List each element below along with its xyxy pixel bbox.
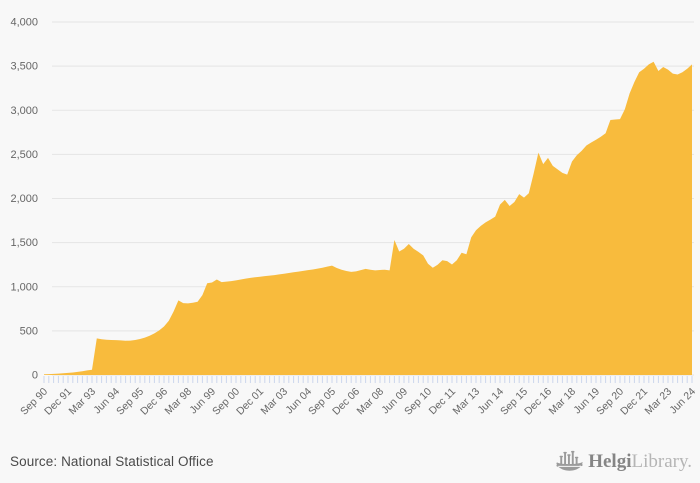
x-axis-label: Sep 10 [402,386,434,418]
y-axis-label: 1,000 [10,281,38,293]
y-axis-label: 1,500 [10,237,38,249]
y-axis-label: 500 [20,325,38,337]
y-axis-labels: 0 500 1,000 1,500 2,000 2,500 3,000 3,500 4,000 [10,17,38,382]
helgilibrary-logo[interactable]: HelgiLibrary. [556,449,692,474]
x-axis-label: Jun 24 [667,386,698,417]
ship-bars-icon [556,449,583,474]
x-axis-label: Mar 23 [643,386,675,418]
logo-text-helgi: Helgi [588,450,632,472]
footer: Source: National Statistical Office [0,443,700,479]
source-text: Source: National Statistical Office [10,453,214,469]
logo-text-library: Library. [631,450,693,472]
y-axis-label: 3,500 [10,61,38,73]
chart-canvas: 0 500 1,000 1,500 2,000 2,500 3,000 3,500 4,000 S… [10,17,698,418]
chart-region: 0 500 1,000 1,500 2,000 2,500 3,000 3,500 4,000 S… [10,17,698,418]
x-axis-label: Mar 03 [259,386,291,418]
x-axis-label: Mar 93 [67,386,99,418]
x-axis-label: Mar 18 [547,386,579,418]
x-axis-label: Mar 08 [355,386,387,418]
y-axis-label: 0 [32,370,38,382]
area-series [44,61,692,376]
y-axis-label: 2,000 [10,193,38,205]
y-axis-label: 3,000 [10,105,38,117]
x-axis-ticks [43,376,693,383]
y-axis-label: 2,500 [10,149,38,161]
y-axis-label: 4,000 [10,17,38,29]
x-axis-label: Mar 13 [451,386,483,418]
x-axis-label: Mar 98 [163,386,195,418]
